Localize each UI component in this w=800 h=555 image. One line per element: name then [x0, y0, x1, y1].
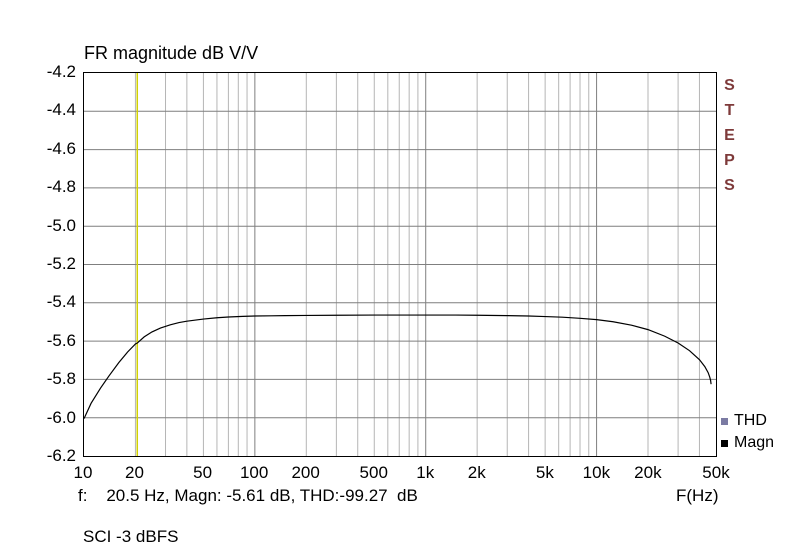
steps-logo-letter: P	[724, 152, 735, 169]
magn-curve	[84, 314, 712, 419]
legend: THD Magn	[721, 410, 774, 454]
y-tick-label: -6.2	[46, 446, 76, 465]
y-tick-label: -5.0	[46, 215, 76, 235]
x-tick-label: 10	[73, 463, 93, 482]
x-tick-label: 5k	[535, 463, 554, 482]
y-tick-label: -4.8	[46, 177, 76, 197]
legend-label-magn: Magn	[734, 434, 775, 451]
y-tick-label: -6.0	[46, 407, 76, 427]
x-tick-label: 2k	[467, 463, 486, 482]
legend-label-thd: THD	[734, 412, 767, 429]
steps-logo-letter: E	[724, 127, 735, 144]
plot-area[interactable]	[83, 72, 717, 457]
steps-logo-letter: T	[724, 102, 735, 119]
y-tick-label: -4.6	[46, 138, 76, 158]
x-axis-title: F(Hz)	[676, 486, 719, 505]
steps-logo-letter: S	[724, 77, 735, 94]
y-tick-label: -5.2	[46, 254, 76, 273]
y-tick-label: -5.4	[46, 292, 76, 312]
x-tick-label: 50k	[702, 463, 730, 482]
y-tick-label: -5.8	[46, 369, 76, 389]
x-tick-label: 50	[193, 463, 213, 482]
y-tick-label: -4.2	[46, 62, 76, 81]
plot-svg[interactable]	[84, 73, 716, 456]
steps-logo-letter: S	[724, 177, 735, 194]
legend-item-magn: Magn	[721, 432, 774, 454]
x-tick-label: 20	[125, 463, 144, 482]
cursor-readout: f: 20.5 Hz, Magn: -5.61 dB, THD:-99.27 d…	[78, 486, 418, 505]
x-tick-label: 1k	[416, 463, 435, 482]
x-tick-label: 100	[239, 463, 269, 482]
legend-item-thd: THD	[721, 410, 774, 432]
y-tick-label: -4.4	[46, 100, 76, 120]
thd-swatch-icon	[721, 417, 728, 425]
footer-note: SCI -3 dBFS	[83, 527, 179, 546]
x-tick-label: 10k	[582, 463, 611, 482]
chart-title: FR magnitude dB V/V	[84, 43, 259, 63]
x-tick-label: 500	[359, 463, 388, 482]
x-tick-label: 20k	[634, 463, 662, 482]
y-tick-label: -5.6	[46, 330, 76, 350]
x-tick-label: 200	[291, 463, 320, 482]
magn-swatch-icon	[721, 439, 728, 447]
